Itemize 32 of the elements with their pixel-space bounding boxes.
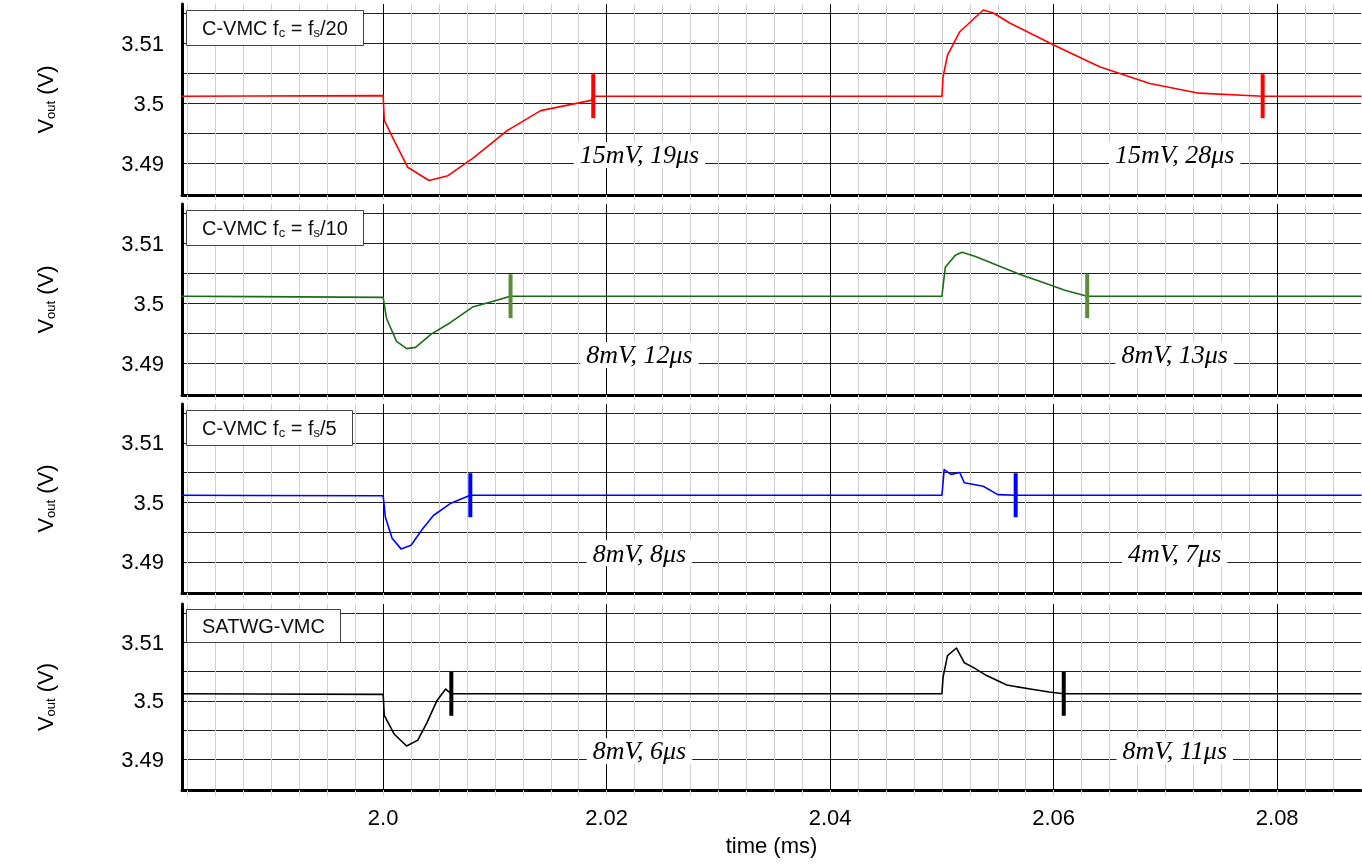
line-series [181, 9, 1362, 182]
y-axis-title: Vout (V) [33, 265, 58, 334]
annotation: 15mV, 28μs [1114, 140, 1235, 170]
x-tick-label: 2.04 [808, 804, 852, 830]
y-axis-title: Vout (V) [33, 662, 58, 732]
y-tick-label: 3.49 [121, 351, 164, 377]
x-tick-label: 2.0 [367, 804, 399, 830]
annotation: 8mV, 6μs [592, 736, 687, 766]
annotation: 8mV, 13μs [1121, 340, 1228, 370]
y-tick-label: 3.5 [133, 489, 164, 515]
annotation: 15mV, 19μs [579, 140, 700, 170]
y-tick-label: 3.51 [121, 430, 164, 456]
y-tick-label: 3.51 [121, 230, 164, 256]
x-axis-title: time (ms) [725, 832, 818, 858]
x-tick-label: 2.02 [585, 804, 629, 830]
y-tick-label: 3.5 [133, 290, 164, 316]
y-tick-label: 3.51 [121, 629, 164, 655]
y-tick-label: 3.49 [121, 746, 164, 772]
y-tick-label: 3.51 [121, 30, 164, 56]
y-tick-label: 3.49 [121, 549, 164, 575]
annotation: 4mV, 7μs [1127, 538, 1222, 568]
annotation: 8mV, 8μs [592, 538, 687, 568]
x-tick-label: 2.06 [1032, 804, 1076, 830]
x-tick-label: 2.08 [1255, 804, 1299, 830]
y-tick-label: 3.5 [133, 688, 164, 714]
y-axis-title: Vout (V) [33, 464, 58, 533]
y-tick-label: 3.5 [133, 90, 164, 116]
annotation: 8mV, 12μs [586, 340, 693, 370]
annotation: 8mV, 11μs [1122, 736, 1227, 766]
y-tick-label: 3.49 [121, 151, 164, 177]
y-axis-title: Vout (V) [33, 65, 58, 134]
text: SATWG-VMC [202, 615, 325, 637]
